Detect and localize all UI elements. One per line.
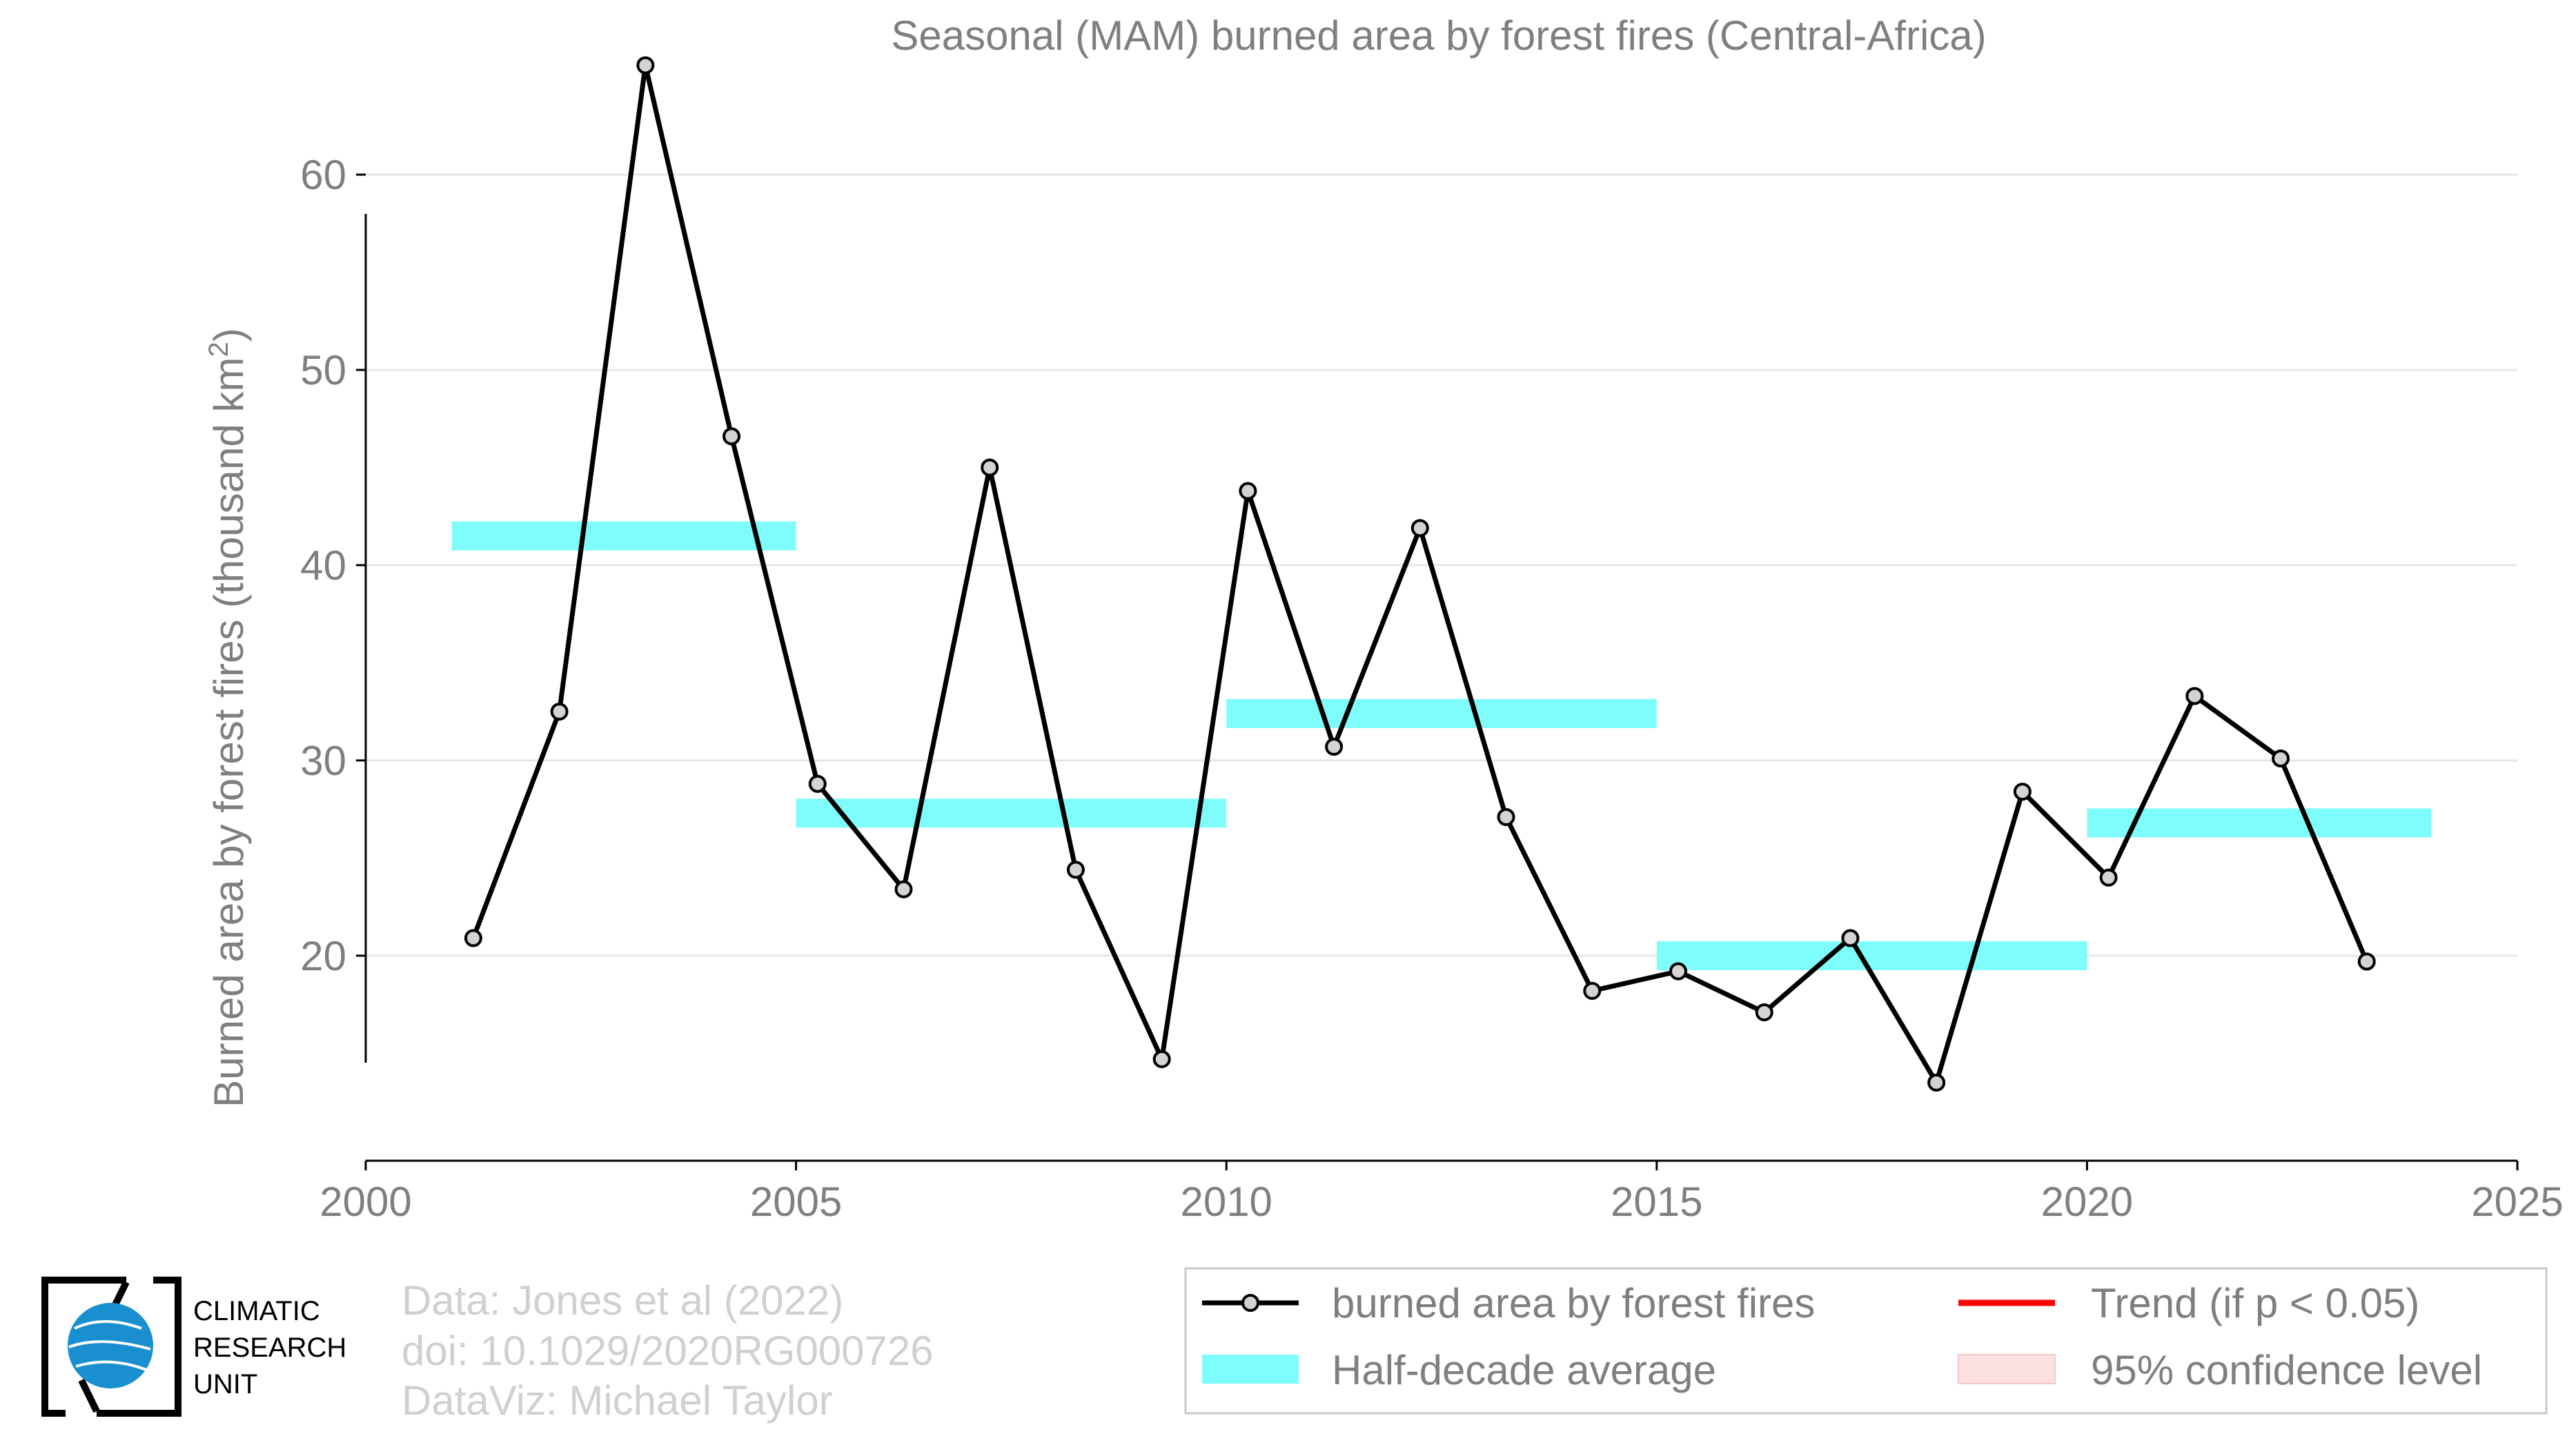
legend-label-trend: Trend (if p < 0.05) <box>2091 1280 2419 1326</box>
x-tick-label-2025: 2025 <box>2471 1179 2563 1225</box>
cru-logo: CLIMATIC RESEARCH UNIT <box>41 1277 346 1417</box>
logo-text-line3: UNIT <box>193 1369 257 1399</box>
legend-swatch-half-decade <box>1202 1355 1299 1384</box>
legend-swatch-confidence <box>1958 1354 2056 1384</box>
y-tick-label-20: 20 <box>300 933 346 979</box>
legend-label-series: burned area by forest fires <box>1332 1280 1815 1326</box>
credits-line1: Data: Jones et al (2022) <box>402 1277 843 1324</box>
y-ticks: 20 30 40 50 60 <box>300 152 366 979</box>
x-tick-label-2005: 2005 <box>750 1179 842 1225</box>
half-decade-bar-5 <box>2087 808 2432 838</box>
logo-globe-swirl-2 <box>68 1340 151 1350</box>
legend-label-half-decade: Half-decade average <box>1332 1347 1716 1393</box>
half-decade-bars <box>451 521 2432 970</box>
y-tick-label-50: 50 <box>300 347 346 393</box>
logo-text-line2: RESEARCH <box>193 1333 346 1363</box>
data-point-2005 <box>808 774 827 793</box>
data-point-2015 <box>1669 962 1687 981</box>
x-tick-label-2020: 2020 <box>2041 1179 2133 1225</box>
y-axis-label-close: ) <box>206 328 252 342</box>
logo-bracket-left <box>41 1277 126 1417</box>
data-point-2008 <box>1066 861 1085 879</box>
legend-label-confidence: 95% confidence level <box>2091 1347 2482 1393</box>
x-tick-label-2010: 2010 <box>1180 1179 1272 1225</box>
logo-bracket-right <box>97 1277 181 1417</box>
legend: burned area by forest fires Trend (if p … <box>1184 1267 2548 1415</box>
legend-swatch-series-marker <box>1241 1294 1259 1312</box>
data-point-2011 <box>1325 738 1344 756</box>
y-tick-label-40: 40 <box>300 542 346 589</box>
data-point-2010 <box>1239 482 1257 500</box>
y-tick-label-30: 30 <box>300 738 346 784</box>
half-decade-bar-3 <box>1226 699 1657 729</box>
half-decade-bar-1 <box>451 521 796 551</box>
x-tick-label-2015: 2015 <box>1611 1179 1702 1225</box>
half-decade-bar-2 <box>796 798 1227 828</box>
credits-line3: DataViz: Michael Taylor <box>402 1377 833 1424</box>
y-tick-label-60: 60 <box>300 152 346 198</box>
y-axis-label: Burned area by forest fires (thousand km… <box>204 328 252 1107</box>
data-point-2019 <box>2013 783 2032 801</box>
grid-lines <box>366 173 2517 957</box>
logo-globe-swirl-1 <box>74 1320 142 1330</box>
logo-globe-swirl-3 <box>75 1360 147 1371</box>
data-point-2013 <box>1497 807 1515 826</box>
axes <box>364 214 2517 1162</box>
series-points <box>464 56 2376 1092</box>
y-axis-label-superscript: 2 <box>204 342 234 357</box>
series-line-burned-area <box>471 63 2369 1085</box>
data-point-2022 <box>2272 749 2290 768</box>
y-axis-label-main: Burned area by forest fires (thousand km <box>206 357 252 1108</box>
data-point-2017 <box>1841 929 1860 947</box>
logo-text-line1: CLIMATIC <box>193 1296 320 1326</box>
chart-title: Seasonal (MAM) burned area by forest fir… <box>891 12 1986 59</box>
x-ticks: 2000 2005 2010 2015 2020 2025 <box>319 1161 2564 1225</box>
credits: Data: Jones et al (2022) doi: 10.1029/20… <box>402 1277 934 1424</box>
series-line <box>471 63 2369 1085</box>
data-point-2001 <box>464 929 482 947</box>
logo-slash-bottom <box>78 1378 100 1413</box>
x-tick-label-2000: 2000 <box>319 1179 411 1225</box>
data-point-2016 <box>1755 1003 1773 1021</box>
data-point-2007 <box>981 458 999 477</box>
data-point-2014 <box>1583 981 1602 1000</box>
data-point-2020 <box>2099 868 2118 887</box>
data-point-2012 <box>1410 519 1429 538</box>
data-point-2018 <box>1927 1073 1946 1092</box>
half-decade-bar-4 <box>1656 941 2087 970</box>
data-point-2021 <box>2185 687 2204 705</box>
data-point-2003 <box>636 56 655 75</box>
credits-line2: doi: 10.1029/2020RG000726 <box>402 1328 934 1374</box>
data-point-2009 <box>1152 1050 1171 1068</box>
data-point-2023 <box>2357 952 2376 971</box>
data-point-2004 <box>722 427 741 446</box>
data-point-2006 <box>894 880 913 898</box>
data-point-2002 <box>550 703 569 721</box>
legend-frame <box>1184 1267 2548 1415</box>
